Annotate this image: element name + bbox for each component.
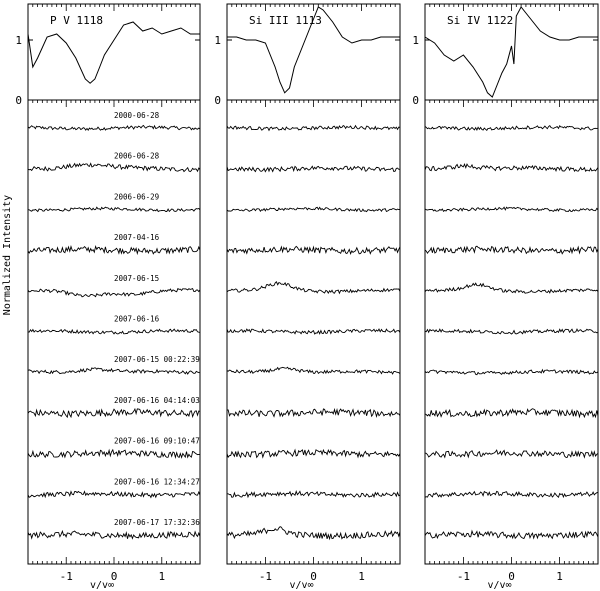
residual-trace	[226, 206, 401, 213]
residual-trace	[226, 526, 401, 541]
y-axis-label: Normalized Intensity	[2, 195, 13, 315]
residual-trace	[27, 529, 201, 540]
panel-title: Si III 1113	[249, 14, 322, 27]
residual-trace	[227, 407, 401, 419]
mean-profile-line	[227, 6, 400, 94]
x-tick-label: 0	[508, 570, 515, 583]
x-tick-label: 1	[358, 570, 365, 583]
panel-3: 0 1 Si IV 1122 -1 0 1 v/v∞	[412, 3, 599, 591]
residual-trace	[424, 408, 599, 419]
y-tick-label: 0	[214, 94, 221, 107]
x-tick-label: -1	[60, 570, 73, 583]
residual-trace	[27, 245, 201, 256]
panel-1: 0 1 P V 1118 -1 0 1 v/v∞	[15, 3, 201, 591]
residual-trace	[27, 367, 201, 375]
y-tick-label: 1	[15, 34, 22, 47]
y-tick-label: 0	[412, 94, 419, 107]
x-axis-label: v/v∞	[90, 580, 114, 591]
residual-trace	[27, 206, 201, 213]
residual-trace	[424, 449, 599, 459]
residual-trace	[226, 165, 400, 173]
residual-trace	[27, 407, 201, 419]
x-tick-label: -1	[259, 570, 272, 583]
residual-trace	[227, 490, 401, 499]
date-label: 2007-06-15	[114, 274, 159, 283]
date-label: 2007-06-17 17:32:36	[114, 518, 200, 527]
residual-trace	[226, 124, 401, 132]
residual-trace	[226, 448, 401, 459]
y-tick-label: 0	[15, 94, 22, 107]
residual-trace	[27, 124, 201, 132]
date-label: 2007-06-16 12:34:27	[114, 477, 200, 486]
residual-trace	[424, 206, 599, 213]
x-axis-label: v/v∞	[289, 580, 313, 591]
x-tick-label: -1	[457, 570, 470, 583]
date-label: 2007-04-16	[114, 233, 160, 242]
mean-profile-line	[27, 21, 200, 84]
x-tick-label: 1	[556, 570, 563, 583]
date-label: 2007-06-16	[114, 315, 160, 324]
date-label: 2006-06-29	[114, 192, 159, 201]
residual-trace	[424, 529, 599, 540]
residual-trace	[424, 490, 599, 499]
residual-trace	[226, 245, 401, 256]
residual-trace	[226, 281, 401, 295]
date-label: 2006-06-28	[114, 152, 160, 161]
residual-trace	[27, 162, 201, 173]
x-axis-label: v/v∞	[487, 580, 511, 591]
residual-trace	[27, 287, 201, 298]
residual-trace	[27, 490, 201, 499]
y-tick-label: 1	[214, 34, 221, 47]
residual-trace	[27, 328, 201, 335]
residual-trace	[424, 282, 599, 294]
panel-2: 0 1 Si III 1113 -1 0 1 v/v∞	[214, 3, 401, 591]
residual-trace	[424, 245, 599, 255]
panel-title: P V 1118	[50, 14, 103, 27]
residual-trace	[424, 368, 599, 376]
panel-title: Si IV 1122	[447, 14, 513, 27]
residual-trace	[424, 328, 599, 335]
residual-trace	[27, 448, 200, 460]
date-label: 2007-06-15 00:22:39	[114, 355, 200, 364]
residual-trace	[424, 124, 599, 132]
date-label: 2007-06-16 04:14:03	[114, 396, 200, 405]
y-tick-label: 1	[412, 34, 419, 47]
residual-trace	[226, 328, 401, 335]
date-label: 2007-06-16 09:10:47	[114, 437, 200, 446]
mean-profile-line	[424, 6, 598, 98]
x-tick-label: 1	[158, 570, 165, 583]
residual-trace	[226, 366, 401, 375]
date-label: 2000-06-28	[114, 111, 160, 120]
residual-trace	[424, 163, 599, 173]
x-tick-label: 0	[111, 570, 118, 583]
x-tick-label: 0	[310, 570, 317, 583]
